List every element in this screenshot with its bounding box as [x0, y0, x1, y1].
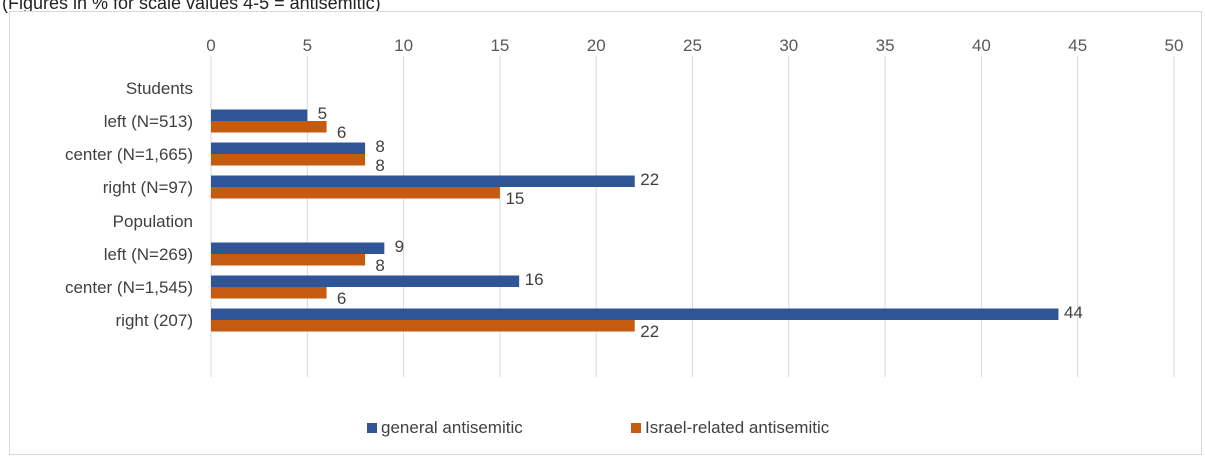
x-tick-label: 40: [972, 36, 991, 55]
bar-general: [211, 308, 1059, 320]
x-tick-label: 20: [587, 36, 606, 55]
bar-general: [211, 109, 308, 121]
x-tick-label: 35: [876, 36, 895, 55]
bar-israel-related: [211, 121, 327, 133]
chart-caption: (Figures in % for scale values 4-5 = ant…: [2, 0, 381, 13]
x-tick-label: 45: [1068, 36, 1087, 55]
category-label: left (N=513): [104, 112, 193, 131]
x-tick-label: 10: [394, 36, 413, 55]
bar-chart: 0 5 10 15 20 25 30 35 40 45 50 Students left (N=513)…: [65, 36, 1184, 437]
bar-israel-related: [211, 154, 366, 166]
x-tick-label: 5: [303, 36, 312, 55]
x-tick-label: 25: [683, 36, 702, 55]
x-tick-label: 0: [206, 36, 215, 55]
legend-swatch: [631, 423, 641, 433]
data-label: 16: [525, 270, 544, 289]
bar-israel-related: [211, 320, 635, 332]
data-label: 9: [395, 237, 404, 256]
category-label: left (N=269): [104, 245, 193, 264]
group-label: Population: [113, 212, 193, 231]
category-label: center (N=1,665): [65, 145, 193, 164]
data-label: 8: [375, 256, 384, 275]
data-label: 22: [640, 322, 659, 341]
chart-area: 0 5 10 15 20 25 30 35 40 45 50 Students left (N=513)…: [9, 11, 1202, 455]
bar-israel-related: [211, 187, 500, 199]
bar-general: [211, 275, 520, 287]
data-label: 44: [1064, 303, 1083, 322]
legend-swatch: [367, 423, 377, 433]
data-label: 6: [337, 289, 346, 308]
category-label: right (N=97): [103, 178, 193, 197]
legend-label: general antisemitic: [381, 418, 523, 437]
legend-label: Israel-related antisemitic: [645, 418, 830, 437]
data-label: 15: [505, 189, 524, 208]
category-label: center (N=1,545): [65, 278, 193, 297]
data-label: 22: [640, 170, 659, 189]
bar-israel-related: [211, 287, 327, 299]
group-label: Students: [126, 79, 193, 98]
x-tick-label: 15: [490, 36, 509, 55]
data-label: 6: [337, 123, 346, 142]
data-label: 5: [318, 104, 327, 123]
data-label: 8: [375, 137, 384, 156]
bar-israel-related: [211, 254, 366, 266]
data-label: 8: [375, 156, 384, 175]
category-label: right (207): [116, 311, 193, 330]
x-tick-label: 50: [1165, 36, 1184, 55]
bar-general: [211, 142, 366, 154]
bar-general: [211, 175, 635, 187]
bar-general: [211, 242, 385, 254]
x-tick-label: 30: [779, 36, 798, 55]
